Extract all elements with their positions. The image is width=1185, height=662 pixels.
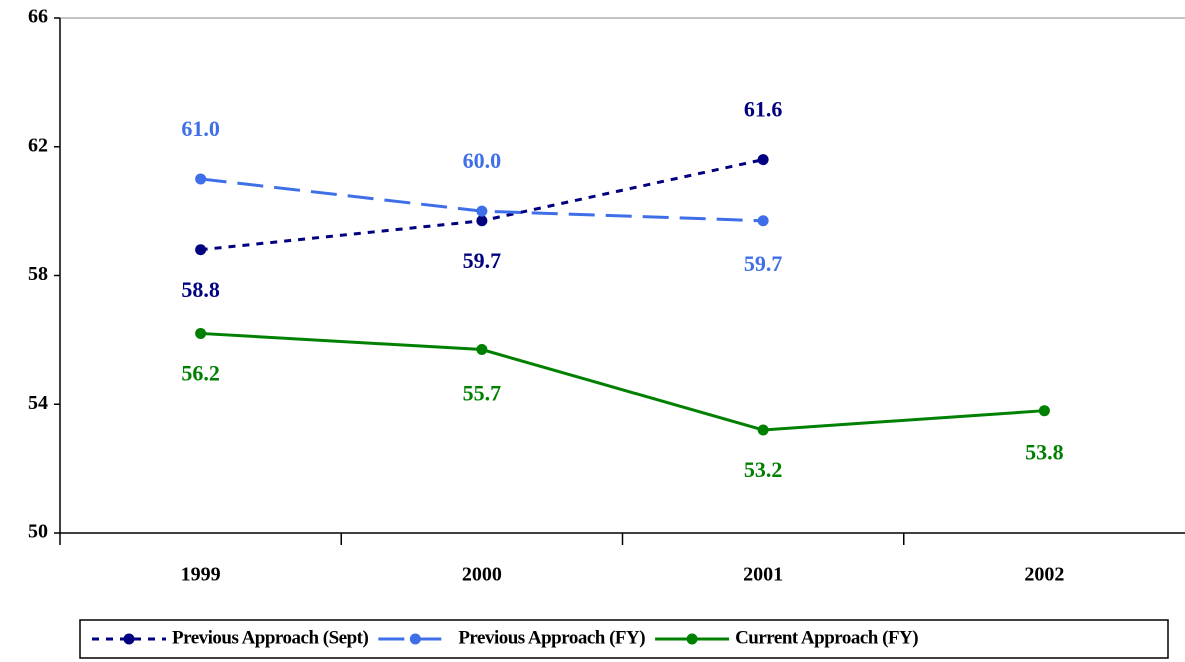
x-tick-label: 2001 xyxy=(743,564,783,586)
legend-label: Current Approach (FY) xyxy=(735,627,918,648)
legend-box xyxy=(79,619,1169,659)
data-label: 59.7 xyxy=(744,251,783,276)
legend-label: Previous Approach (Sept) xyxy=(172,627,368,648)
legend-marker xyxy=(409,633,421,645)
legend-marker xyxy=(686,633,698,645)
data-label: 61.0 xyxy=(181,116,220,141)
data-point xyxy=(1038,405,1050,417)
x-tick-label: 1999 xyxy=(181,564,221,586)
y-tick-label: 62 xyxy=(28,134,48,156)
data-label: 53.8 xyxy=(1025,440,1064,465)
x-tick-label: 2002 xyxy=(1024,564,1064,586)
legend-label: Previous Approach (FY) xyxy=(458,627,645,648)
data-label: 58.8 xyxy=(181,277,220,302)
series-line xyxy=(200,331,1045,432)
y-tick-label: 50 xyxy=(28,521,48,543)
data-point xyxy=(195,173,207,185)
data-label: 56.2 xyxy=(181,360,220,385)
data-point xyxy=(476,215,488,227)
x-tick-label: 2000 xyxy=(462,564,502,586)
data-label: 55.7 xyxy=(463,381,502,406)
data-label: 61.6 xyxy=(744,97,783,122)
data-point xyxy=(757,215,769,227)
y-tick-label: 58 xyxy=(28,263,48,285)
y-tick-label: 66 xyxy=(28,6,48,28)
data-label: 59.7 xyxy=(463,248,502,273)
data-point xyxy=(757,424,769,436)
data-point xyxy=(476,205,488,217)
data-label: 53.2 xyxy=(744,457,783,482)
data-point xyxy=(757,154,769,166)
data-label: 60.0 xyxy=(463,148,502,173)
y-tick-label: 54 xyxy=(28,392,48,414)
data-point xyxy=(195,244,207,256)
legend-marker xyxy=(123,633,135,645)
data-point xyxy=(195,327,207,339)
data-point xyxy=(476,344,488,356)
